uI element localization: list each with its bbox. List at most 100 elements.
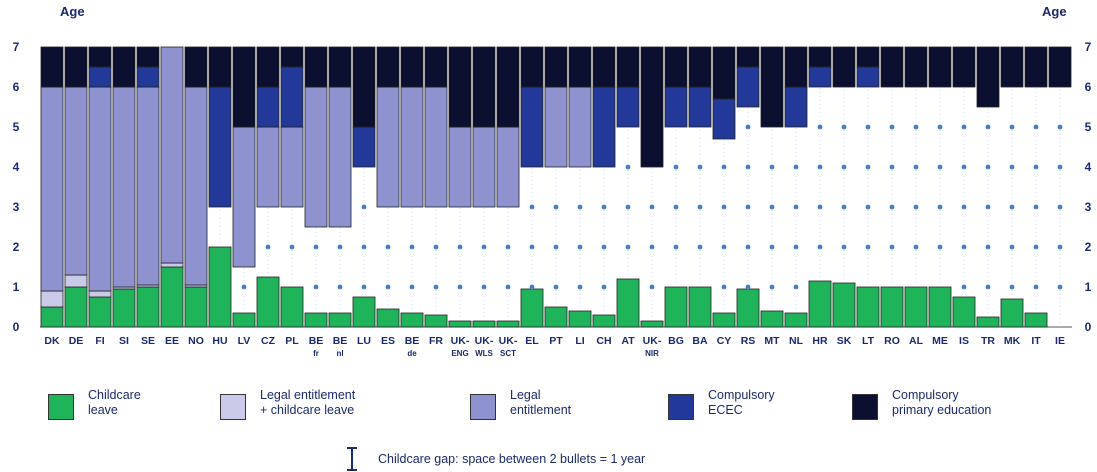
bar-legal-entitlement — [544, 86, 568, 168]
x-tick-label: DE — [69, 335, 84, 347]
bar-legal-entitlement — [424, 86, 448, 208]
x-tick-sublabel: fr — [313, 349, 319, 358]
bar-compulsory-primary — [208, 46, 232, 88]
x-tick-label: BE — [333, 335, 348, 347]
bar-legal-entitlement — [280, 126, 304, 208]
bar-compulsory-ecec — [208, 86, 232, 208]
bar-compulsory-primary — [184, 46, 208, 88]
bar-compulsory-primary — [1024, 46, 1048, 88]
bar-childcare-leave — [832, 282, 856, 328]
gap-bullet — [817, 204, 823, 210]
gap-bullet — [385, 244, 391, 250]
legend-label: leave — [88, 403, 118, 417]
bar-childcare-leave — [280, 286, 304, 328]
y-tick-label-left: 2 — [13, 240, 20, 254]
y-tick-label-left: 5 — [13, 120, 20, 134]
bar-legal-entitlement — [496, 126, 520, 208]
bar-legal-entitlement — [448, 126, 472, 208]
bar-childcare-leave — [232, 312, 256, 328]
bar-compulsory-primary — [88, 46, 112, 68]
x-tick-label: CY — [717, 335, 732, 347]
bar-compulsory-primary — [520, 46, 544, 88]
bar-childcare-leave — [160, 266, 184, 328]
chart: 0 0 1 1 2 2 3 3 4 4 5 5 6 6 7 7 DK DE FI SI SE EE NO HU LV CZ PL BE… — [13, 40, 1092, 358]
gap-bullet — [649, 244, 655, 250]
bar-compulsory-primary — [136, 46, 160, 68]
x-tick-label: NL — [789, 335, 804, 347]
y-tick-label-left: 7 — [13, 40, 20, 54]
bar-childcare-leave — [952, 296, 976, 328]
gap-bullet — [529, 244, 535, 250]
gap-bullet — [1033, 164, 1039, 170]
legend-swatch — [48, 394, 74, 420]
bar-childcare-leave — [304, 312, 328, 328]
bar-childcare-leave — [520, 288, 544, 328]
bar-childcare-leave — [640, 320, 664, 328]
bar-compulsory-ecec — [784, 86, 808, 128]
bar-compulsory-ecec — [280, 66, 304, 128]
bar-compulsory-ecec — [664, 86, 688, 128]
x-tick-label: PT — [549, 335, 563, 347]
bar-childcare-leave — [88, 296, 112, 328]
bar-legal-entitlement — [376, 86, 400, 208]
bar-compulsory-primary — [328, 46, 352, 88]
bar-childcare-leave — [664, 286, 688, 328]
bar-compulsory-ecec — [712, 98, 736, 140]
x-tick-label: BA — [692, 335, 708, 347]
bar-childcare-leave — [256, 276, 280, 328]
bar-childcare-leave — [112, 288, 136, 328]
bar-compulsory-primary — [112, 46, 136, 88]
bar-compulsory-primary — [280, 46, 304, 68]
x-tick-label: SE — [141, 335, 155, 347]
bar-legal-entitlement — [40, 86, 64, 292]
x-tick-label: BE — [309, 335, 324, 347]
gap-bullet — [409, 284, 415, 290]
x-tick-label: FI — [95, 335, 104, 347]
bar-childcare-leave — [856, 286, 880, 328]
legend-label: Childcare — [88, 388, 141, 402]
y-axis-title-left: Age — [60, 4, 85, 19]
bar-compulsory-ecec — [736, 66, 760, 108]
bar-compulsory-ecec — [688, 86, 712, 128]
x-tick-label: NO — [188, 335, 204, 347]
bar-legal-entitlement — [160, 46, 184, 264]
x-tick-label: ES — [381, 335, 395, 347]
x-tick-label: CZ — [261, 335, 276, 347]
bar-legal-entitlement — [328, 86, 352, 228]
gap-bullet — [1033, 124, 1039, 130]
bar-compulsory-ecec — [136, 66, 160, 88]
bar-compulsory-primary — [592, 46, 616, 88]
x-tick-label: DK — [44, 335, 60, 347]
gap-bullet — [817, 164, 823, 170]
x-tick-label: UK- — [499, 335, 518, 347]
gap-bullet — [745, 244, 751, 250]
bar-legal-entitlement — [136, 86, 160, 286]
bar-compulsory-ecec — [592, 86, 616, 168]
bar-legal-entitlement — [232, 126, 256, 268]
gap-bullet — [817, 124, 823, 130]
bar-compulsory-primary — [616, 46, 640, 88]
x-tick-label: LV — [238, 335, 251, 347]
bar-childcare-leave — [976, 316, 1000, 328]
y-tick-label-right: 0 — [1085, 320, 1092, 334]
y-tick-label-right: 7 — [1085, 40, 1092, 54]
bar-compulsory-primary — [712, 46, 736, 100]
legend-swatch — [220, 394, 246, 420]
bar-childcare-leave — [184, 286, 208, 328]
bar-childcare-leave — [784, 312, 808, 328]
gap-bullet — [481, 284, 487, 290]
gap-bullet — [241, 284, 247, 290]
bar-childcare-leave — [592, 314, 616, 328]
bar-compulsory-primary — [64, 46, 88, 88]
bar-compulsory-primary — [376, 46, 400, 88]
bar-childcare-leave — [376, 308, 400, 328]
x-tick-label: UK- — [643, 335, 662, 347]
bar-compulsory-primary — [640, 46, 664, 168]
gap-bullet — [529, 284, 535, 290]
gap-bullet — [529, 204, 535, 210]
bar-childcare-leave — [616, 278, 640, 328]
bar-compulsory-primary — [760, 46, 784, 128]
gap-bullet — [265, 244, 271, 250]
bar-childcare-leave — [568, 310, 592, 328]
gap-bullet — [337, 244, 343, 250]
